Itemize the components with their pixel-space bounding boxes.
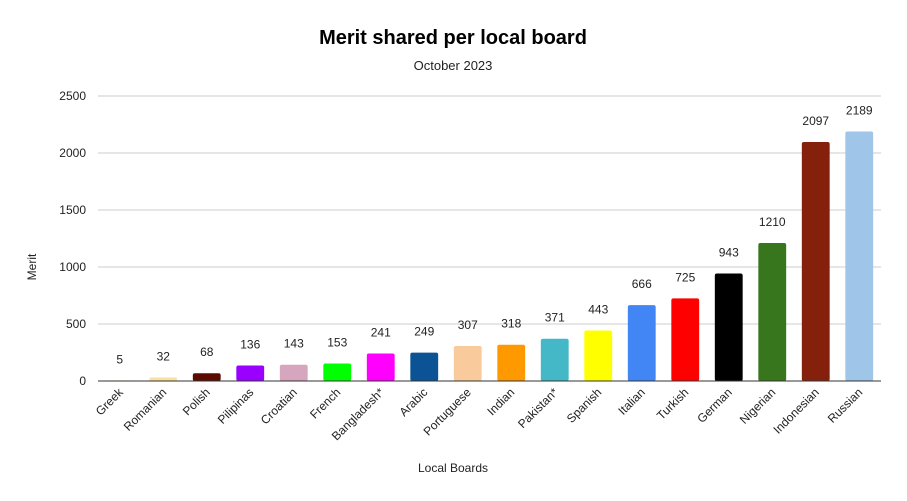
- x-tick-label: Nigerian: [737, 385, 779, 427]
- y-tick-label: 2500: [59, 89, 86, 103]
- bar-spanish: [584, 330, 613, 381]
- x-tick-label: Turkish: [654, 385, 691, 422]
- data-label: 241: [371, 326, 391, 340]
- bar-croatian: [279, 364, 308, 381]
- data-label: 2189: [846, 103, 873, 117]
- x-tick-label: French: [307, 385, 343, 421]
- data-label: 443: [588, 302, 608, 316]
- data-label: 68: [200, 345, 214, 359]
- bars: [105, 131, 874, 381]
- x-tick-label: Polish: [180, 385, 213, 418]
- y-axis-label: Merit: [25, 253, 39, 280]
- y-tick-label: 0: [79, 374, 86, 388]
- bar-nigerian: [758, 243, 787, 381]
- bar-italian: [627, 305, 656, 381]
- data-label: 666: [632, 277, 652, 291]
- data-label: 318: [501, 317, 521, 331]
- bar-turkish: [671, 298, 700, 381]
- data-label: 725: [675, 270, 695, 284]
- x-tick-label: Indonesian: [770, 385, 821, 436]
- bar-pilipinas: [236, 365, 265, 381]
- bar-russian: [845, 131, 874, 381]
- y-tick-label: 1500: [59, 203, 86, 217]
- bar-pakistan: [540, 338, 569, 381]
- data-labels: 5 32 68 136 143 153 241 249 307 318 371 443 666 725 94…: [116, 103, 873, 366]
- data-label: 143: [284, 337, 304, 351]
- bar-indian: [497, 344, 526, 381]
- data-label: 153: [327, 336, 347, 350]
- data-label: 249: [414, 325, 434, 339]
- x-tick-label: Indian: [484, 385, 517, 418]
- y-tick-label: 500: [66, 317, 86, 331]
- y-tick-label: 2000: [59, 146, 86, 160]
- x-tick-label: German: [694, 385, 735, 426]
- x-tick-label: Greek: [93, 385, 127, 419]
- data-label: 307: [458, 318, 478, 332]
- data-label: 371: [545, 311, 565, 325]
- x-tick-label: Pakistan*: [515, 385, 561, 431]
- x-tick-label: Portuguese: [421, 385, 475, 439]
- data-label: 5: [116, 352, 123, 366]
- x-axis-label: Local Boards: [418, 461, 488, 475]
- x-tick-label: Pilipinas: [215, 385, 257, 427]
- bar-french: [323, 363, 352, 381]
- bar-indonesian: [801, 141, 830, 381]
- bar-romanian: [149, 377, 178, 381]
- x-tick-label: Spanish: [564, 385, 605, 426]
- x-tick-label: Croatian: [258, 385, 300, 427]
- x-tick-label: Arabic: [396, 385, 430, 419]
- chart-subtitle: October 2023: [414, 58, 493, 73]
- bar-bangladesh: [366, 353, 395, 381]
- data-label: 1210: [759, 215, 786, 229]
- y-tick-labels: 0 500 1000 1500 2000 2500: [59, 89, 86, 388]
- data-label: 136: [240, 337, 260, 351]
- data-label: 2097: [802, 114, 829, 128]
- bar-arabic: [410, 352, 439, 381]
- y-tick-label: 1000: [59, 260, 86, 274]
- bar-german: [714, 273, 743, 381]
- gridlines: [98, 95, 881, 325]
- x-tick-label: Russian: [825, 385, 866, 426]
- data-label: 32: [157, 349, 171, 363]
- x-tick-label: Romanian: [121, 385, 170, 434]
- chart-title: Merit shared per local board: [319, 27, 587, 49]
- bar-polish: [192, 373, 221, 381]
- bar-portuguese: [453, 346, 482, 381]
- x-tick-label: Italian: [615, 385, 648, 418]
- data-label: 943: [719, 245, 739, 259]
